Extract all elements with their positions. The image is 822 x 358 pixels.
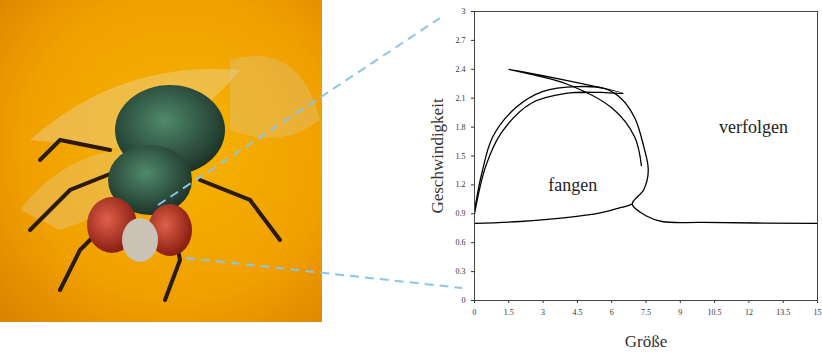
svg-text:1.2: 1.2 <box>456 180 466 189</box>
svg-text:1.5: 1.5 <box>504 308 514 317</box>
svg-text:0: 0 <box>473 308 477 317</box>
svg-text:7.5: 7.5 <box>641 308 651 317</box>
svg-text:Größe: Größe <box>625 332 667 351</box>
svg-text:2.4: 2.4 <box>456 65 466 74</box>
svg-text:Geschwindigkeit: Geschwindigkeit <box>428 98 447 213</box>
svg-text:3: 3 <box>541 308 545 317</box>
svg-text:0.6: 0.6 <box>456 238 466 247</box>
svg-text:3: 3 <box>462 7 466 16</box>
svg-text:12: 12 <box>745 308 753 317</box>
svg-text:2.1: 2.1 <box>456 94 466 103</box>
svg-text:2.7: 2.7 <box>456 36 466 45</box>
svg-text:0: 0 <box>462 296 466 305</box>
svg-text:0.3: 0.3 <box>456 267 466 276</box>
svg-text:9: 9 <box>678 308 682 317</box>
svg-text:0.9: 0.9 <box>456 209 466 218</box>
svg-text:10.5: 10.5 <box>708 308 722 317</box>
svg-text:4.5: 4.5 <box>572 308 582 317</box>
svg-text:6: 6 <box>610 308 614 317</box>
svg-text:1.8: 1.8 <box>456 123 466 132</box>
svg-text:1.5: 1.5 <box>456 152 466 161</box>
svg-text:15: 15 <box>814 308 822 317</box>
svg-text:fangen: fangen <box>548 175 597 195</box>
svg-text:13.5: 13.5 <box>776 308 790 317</box>
svg-text:verfolgen: verfolgen <box>719 117 788 137</box>
